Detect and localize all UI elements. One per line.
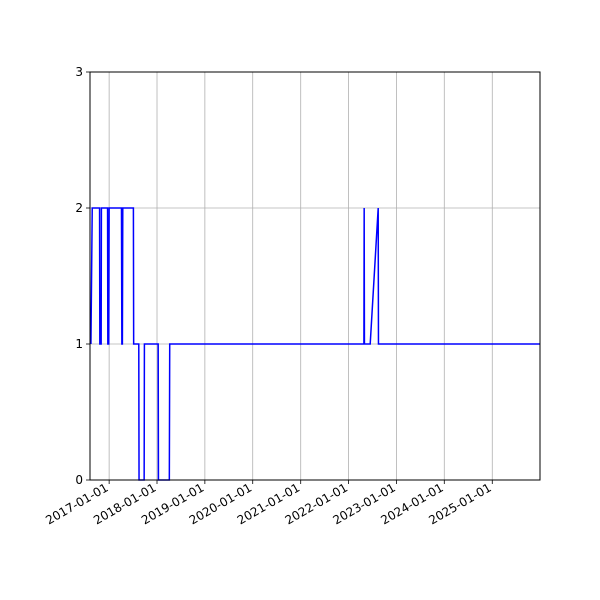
plot-frame bbox=[89, 71, 541, 481]
series-line bbox=[90, 207, 540, 481]
series-layer bbox=[90, 207, 540, 481]
y-tick-label: 0 bbox=[75, 473, 83, 487]
y-tick-label: 1 bbox=[75, 337, 83, 351]
y-tick-label: 2 bbox=[75, 201, 83, 215]
y-axis: 0 1 2 3 bbox=[75, 65, 90, 487]
y-tick-label: 3 bbox=[75, 65, 83, 79]
